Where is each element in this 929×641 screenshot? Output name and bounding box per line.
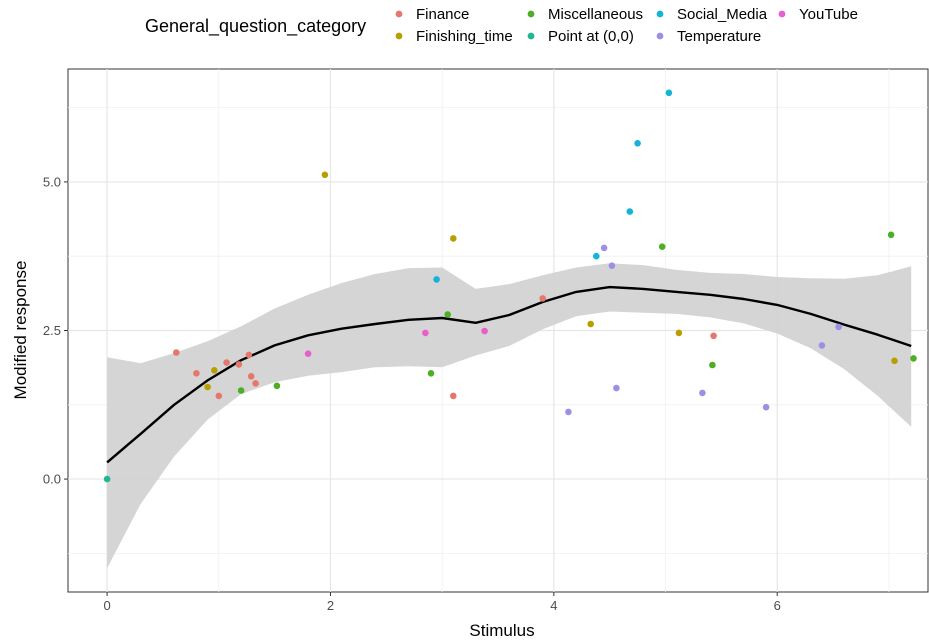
point-temperature-7 (835, 323, 842, 331)
point-temperature-0 (565, 408, 572, 416)
x-tick-label-0: 0 (103, 598, 110, 613)
point-finishing-time-0 (204, 383, 211, 391)
point-temperature-1 (600, 244, 608, 252)
legend-title: General_question_category (145, 16, 366, 37)
point-miscellaneous-4 (658, 243, 666, 250)
point-temperature-6 (818, 342, 826, 349)
point-temperature-5 (762, 403, 770, 411)
y-tick-label-0: 0.0 (43, 472, 61, 487)
point-finishing-time-4 (587, 320, 594, 328)
legend-key-finishing-time (395, 32, 403, 40)
point-temperature-2 (608, 262, 616, 270)
point-finishing-time-6 (891, 357, 898, 365)
point-miscellaneous-1 (273, 382, 281, 390)
point-finance-3 (223, 359, 230, 366)
point-finance-9 (539, 295, 546, 302)
point-finance-7 (252, 380, 259, 387)
point-youtube-2 (481, 327, 488, 335)
x-tick-label-3: 6 (774, 598, 781, 613)
x-tick-label-2: 4 (550, 598, 557, 613)
point-finance-0 (173, 349, 180, 356)
smooth-line (106, 285, 912, 464)
point-finishing-time-2 (321, 171, 329, 179)
x-axis-title: Stimulus (469, 621, 534, 640)
legend-key-social-media (656, 10, 664, 18)
point-social-media-3 (634, 140, 641, 147)
legend: General_question_category Finance Finishi… (145, 6, 858, 45)
y-axis-title: Modified response (11, 261, 30, 400)
point-miscellaneous-6 (887, 231, 895, 239)
legend-key-finance (395, 10, 403, 18)
legend-label-social-media: Social_Media (677, 6, 768, 23)
legend-label-finishing-time: Finishing_time (416, 28, 513, 45)
legend-key-miscellaneous (527, 10, 535, 18)
x-tick-label-1: 2 (327, 598, 334, 613)
point-finance-1 (193, 370, 200, 377)
point-temperature-3 (613, 384, 620, 392)
legend-key-point-at-0-0 (527, 32, 535, 40)
point-point-at-0-0-0 (103, 475, 111, 483)
y-tick-label-2: 5.0 (43, 174, 61, 189)
legend-key-temperature (656, 32, 664, 40)
point-finance-5 (245, 351, 253, 359)
point-finishing-time-1 (211, 367, 218, 374)
legend-label-point-at-0-0: Point at (0,0) (548, 28, 634, 45)
point-finance-6 (247, 373, 255, 380)
y-tick-label-1: 2.5 (43, 323, 61, 338)
point-miscellaneous-5 (709, 361, 716, 369)
point-finance-10 (710, 332, 717, 340)
point-finance-2 (215, 392, 223, 400)
point-social-media-1 (593, 252, 600, 260)
legend-label-youtube: YouTube (799, 6, 858, 23)
point-youtube-1 (422, 329, 429, 337)
point-temperature-4 (699, 389, 706, 397)
point-finance-4 (235, 361, 243, 368)
point-miscellaneous-2 (427, 370, 435, 377)
point-miscellaneous-7 (910, 355, 917, 362)
point-finance-8 (450, 392, 457, 400)
point-social-media-2 (626, 208, 634, 215)
legend-key-youtube (778, 10, 786, 18)
point-miscellaneous-0 (237, 387, 245, 394)
point-miscellaneous-3 (444, 311, 452, 318)
point-social-media-0 (433, 276, 440, 283)
legend-label-finance: Finance (416, 6, 469, 23)
point-youtube-0 (304, 350, 312, 358)
legend-label-miscellaneous: Miscellaneous (548, 6, 643, 23)
point-finishing-time-3 (450, 235, 457, 242)
confidence-band (107, 263, 912, 569)
point-finishing-time-5 (675, 329, 683, 337)
point-social-media-4 (665, 89, 673, 97)
legend-label-temperature: Temperature (677, 28, 761, 45)
